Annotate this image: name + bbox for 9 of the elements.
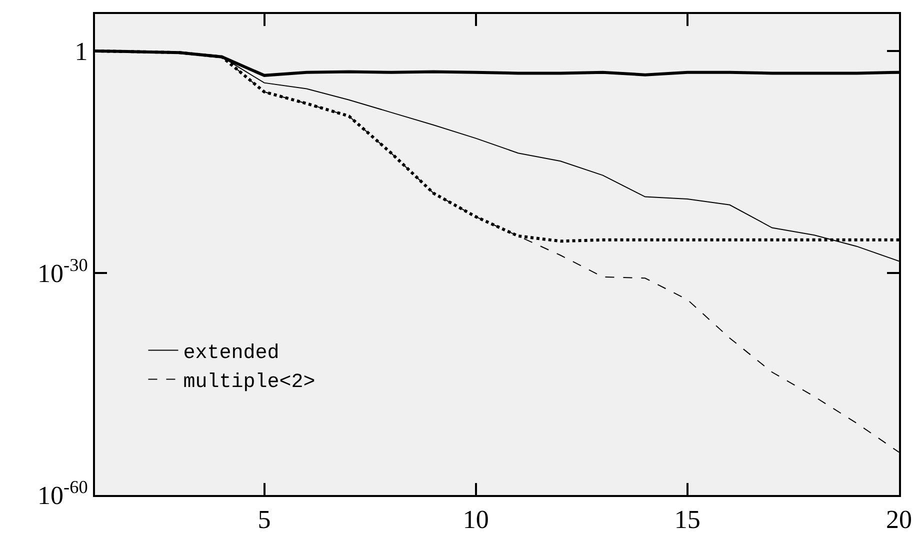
y-tick-label: 1 — [74, 37, 88, 66]
x-tick-label: 15 — [674, 505, 700, 534]
legend-label: multiple<2> — [183, 371, 316, 394]
x-tick-label: 10 — [462, 505, 489, 534]
x-tick-label: 5 — [258, 505, 271, 534]
y-tick-label: 10$^{-60}$ — [38, 477, 88, 510]
x-tick-label: 20 — [886, 505, 912, 534]
legend-label: extended — [183, 342, 280, 366]
y-tick-label: 10$^{-30}$ — [38, 255, 88, 288]
